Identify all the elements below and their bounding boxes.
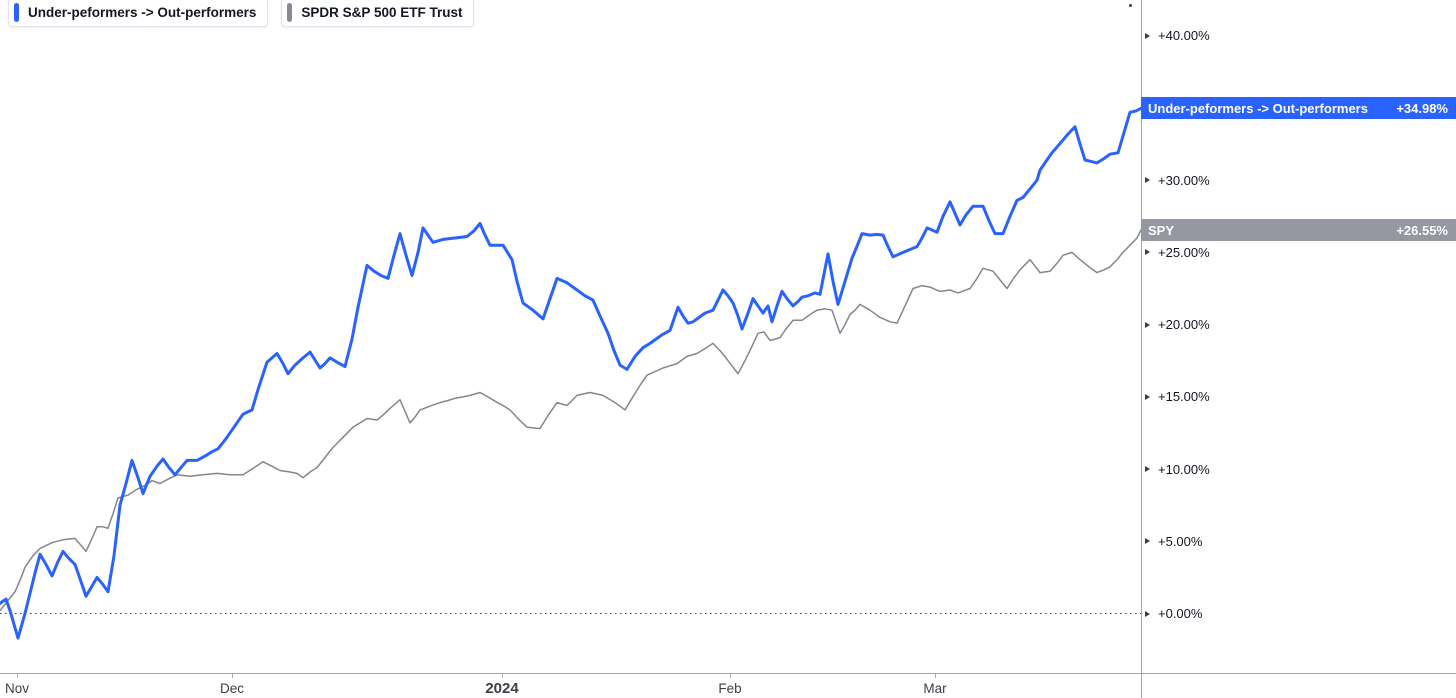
spy-line[interactable] [0, 229, 1141, 612]
price-axis-tick-label: +40.00% [1158, 28, 1210, 44]
time-axis-tick-mark [232, 674, 233, 678]
series-color-bar-icon [14, 3, 19, 22]
tick-arrow-icon [1145, 249, 1150, 256]
price-axis-tick: +10.00% [1142, 461, 1210, 477]
price-axis-separator [1141, 0, 1142, 698]
time-axis-tick-mark [730, 674, 731, 678]
time-axis-separator [0, 673, 1456, 674]
price-axis-tick-label: +5.00% [1158, 533, 1203, 549]
legend-item-label: SPDR S&P 500 ETF Trust [301, 5, 463, 20]
tick-arrow-icon [1145, 610, 1150, 617]
underperformers-line[interactable] [0, 106, 1141, 640]
price-axis-tick: +40.00% [1142, 28, 1210, 44]
price-label-spy[interactable]: SPY +26.55% [1141, 219, 1456, 242]
time-axis-tick-label: Feb [718, 681, 742, 696]
legend-item-label: Under-peformers -> Out-performers [28, 5, 257, 20]
tick-arrow-icon [1145, 466, 1150, 473]
price-axis-tick: +20.00% [1142, 317, 1210, 333]
time-axis[interactable]: Nov Dec 2024 Feb Mar [0, 674, 1456, 698]
price-chart-plot[interactable] [0, 0, 1141, 673]
stray-dot [1129, 4, 1132, 7]
price-axis-tick: +15.00% [1142, 389, 1210, 405]
time-axis-tick-mark [17, 674, 18, 678]
legend-item-spy[interactable]: SPDR S&P 500 ETF Trust [281, 0, 475, 27]
time-axis-tick-label: Nov [4, 681, 30, 696]
price-label-name: SPY [1148, 222, 1175, 238]
time-axis-tick-label: Mar [923, 681, 947, 696]
price-axis-tick-label: +30.00% [1158, 172, 1210, 188]
price-axis-tick: +5.00% [1142, 533, 1202, 549]
series-color-bar-icon [287, 3, 293, 22]
price-label-name: Under-peformers -> Out-performers [1148, 100, 1368, 116]
price-axis-tick-label: +25.00% [1158, 244, 1210, 260]
price-axis-tick: +30.00% [1142, 172, 1210, 188]
time-axis-tick-mark [502, 674, 503, 678]
tick-arrow-icon [1145, 321, 1150, 328]
price-label-underperformers[interactable]: Under-peformers -> Out-performers +34.98… [1141, 97, 1456, 120]
price-axis-tick-label: +0.00% [1158, 606, 1203, 621]
time-axis-tick-label: Dec [219, 681, 245, 696]
time-axis-tick-label: 2024 [485, 680, 519, 697]
price-label-value: +34.98% [1396, 100, 1448, 116]
price-axis-tick-label: +10.00% [1158, 461, 1210, 477]
price-axis-tick-label: +20.00% [1158, 317, 1210, 333]
price-axis-tick-label: +15.00% [1158, 389, 1210, 405]
price-axis-tick: +25.00% [1142, 244, 1210, 260]
price-label-value: +26.55% [1396, 222, 1448, 238]
tick-arrow-icon [1145, 177, 1150, 184]
time-axis-tick-mark [935, 674, 936, 678]
tick-arrow-icon [1145, 538, 1150, 545]
legend-item-underperformers[interactable]: Under-peformers -> Out-performers [8, 0, 269, 27]
price-axis[interactable]: Under-peformers -> Out-performers +34.98… [1141, 0, 1456, 673]
tick-arrow-icon [1145, 32, 1150, 39]
price-axis-tick: +0.00% [1142, 606, 1202, 622]
legend: Under-peformers -> Out-performers SPDR S… [8, 0, 475, 27]
tick-arrow-icon [1145, 393, 1150, 400]
